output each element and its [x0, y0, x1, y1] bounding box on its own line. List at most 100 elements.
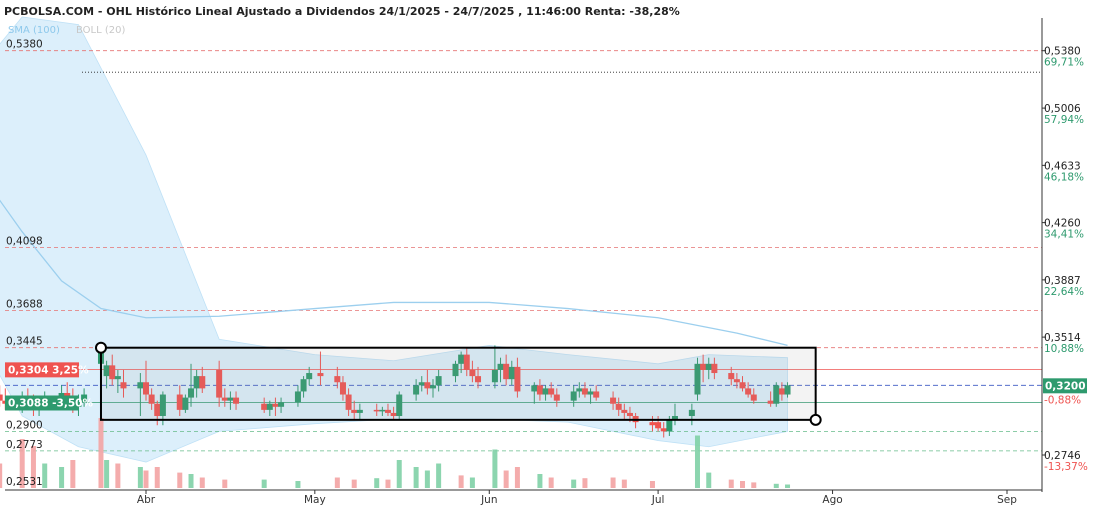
candle-body	[188, 388, 195, 398]
candle-body	[430, 385, 436, 389]
right-pct-label: 46,18%	[1044, 171, 1084, 183]
candle-body	[576, 388, 583, 392]
candle-body	[120, 382, 127, 389]
volume-bar	[104, 460, 110, 488]
volume-bar	[59, 467, 65, 488]
volume-bar	[436, 463, 442, 488]
volume-bar	[42, 463, 48, 488]
candle-body	[272, 403, 279, 407]
sma-line	[0, 199, 788, 347]
candle-body	[221, 397, 228, 401]
candle-body	[778, 388, 785, 395]
candle-body	[458, 354, 465, 364]
volume-bar	[30, 446, 36, 488]
candle-body	[384, 409, 391, 413]
volume-bar	[424, 470, 430, 488]
current-price-tag	[1043, 378, 1087, 394]
axes: Abr May Jun Jul Ago Sep	[5, 18, 1043, 506]
candle-body	[531, 385, 538, 392]
bollinger-band-area	[0, 16, 788, 463]
candle-body	[373, 409, 380, 412]
x-tick-label: Abr	[137, 494, 156, 506]
candle-body	[137, 382, 144, 389]
candle-body	[193, 376, 200, 389]
candle-body	[548, 388, 555, 395]
candle-body	[750, 394, 757, 401]
candle-body	[615, 403, 622, 410]
candle-body	[396, 394, 403, 417]
volume-bar	[469, 477, 475, 488]
volume-bar	[537, 474, 543, 488]
volume-bar	[649, 481, 655, 488]
candle-body	[587, 391, 594, 395]
right-price-label: 0,3887	[1044, 275, 1081, 287]
x-tick-label: Ago	[822, 494, 842, 506]
candle-body	[418, 382, 425, 386]
candle-body	[379, 409, 386, 412]
right-pct-label: 10,88%	[1044, 343, 1084, 355]
candle-body	[621, 409, 628, 413]
candle-body	[294, 391, 301, 403]
candle-body	[671, 416, 678, 420]
volume-bar	[222, 479, 228, 488]
candle-body	[711, 363, 718, 374]
candle-body	[610, 397, 617, 404]
candle-body	[655, 422, 662, 429]
volume-bar	[728, 479, 734, 488]
left-level-label: 0,4098	[6, 235, 43, 247]
volume-bar	[261, 479, 267, 488]
price-tag-box	[5, 362, 79, 378]
right-pct-label: 34,41%	[1044, 229, 1084, 241]
volume-bar	[115, 463, 121, 488]
candle-body	[334, 376, 341, 383]
volume-bar	[740, 481, 746, 488]
volume-bar	[374, 478, 380, 488]
candle-body	[733, 379, 740, 383]
candle-body	[143, 382, 149, 395]
candle-body	[700, 363, 707, 370]
volume-bar	[548, 477, 554, 488]
volume-bar	[98, 418, 104, 488]
candlesticks	[0, 345, 791, 438]
candle-body	[739, 382, 746, 389]
candle-body	[109, 365, 116, 380]
left-level-label: 0,3688	[6, 298, 43, 310]
right-price-label: 0,5006	[1044, 103, 1081, 115]
candle-body	[728, 373, 735, 380]
candle-body	[266, 403, 273, 410]
legend-sma: SMA (100)	[8, 25, 60, 36]
volume-bar	[571, 479, 577, 488]
candle-body	[339, 382, 346, 395]
volume-bar	[582, 478, 588, 488]
candle-body	[491, 369, 498, 383]
candle-body	[570, 391, 577, 401]
right-pct-label: 69,71%	[1044, 57, 1084, 69]
price-tag-box	[5, 395, 79, 411]
candle-body	[148, 394, 155, 404]
candle-body	[536, 385, 543, 395]
candle-body	[660, 428, 667, 432]
candle-body	[767, 400, 774, 404]
candle-body	[497, 363, 504, 370]
volume-bar	[396, 460, 402, 488]
volume-bar	[458, 475, 464, 488]
bollinger-band	[0, 16, 788, 463]
candle-body	[463, 354, 470, 370]
candle-body	[154, 403, 161, 417]
candle-body	[390, 412, 397, 417]
right-price-label: 0,3514	[1044, 332, 1081, 344]
volume-bar	[19, 439, 25, 488]
candle-body	[666, 419, 673, 432]
candle-body	[182, 397, 189, 410]
candle-body	[227, 397, 234, 401]
candle-body	[694, 363, 701, 395]
candle-body	[452, 363, 459, 377]
candle-body	[306, 373, 313, 380]
candle-body	[103, 365, 110, 377]
left-price-labels: 0,5380 0,4098 0,3688 0,3445 0,2900 0,2773 0,25…	[6, 39, 43, 488]
volume-bar	[143, 470, 149, 488]
candle-body	[300, 379, 307, 392]
candle-body	[64, 392, 71, 398]
candle-body	[356, 409, 363, 413]
volume-bar	[295, 481, 301, 488]
